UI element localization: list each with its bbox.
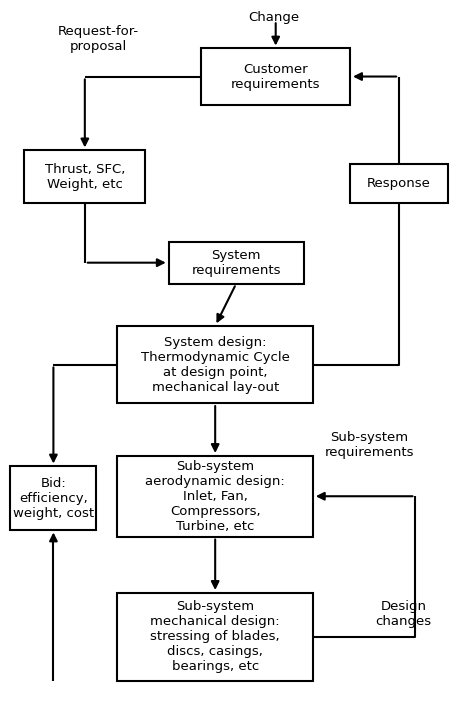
Text: Change: Change — [248, 11, 299, 24]
FancyBboxPatch shape — [169, 241, 304, 284]
Text: Thrust, SFC,
Weight, etc: Thrust, SFC, Weight, etc — [45, 163, 125, 190]
Text: Request-for-
proposal: Request-for- proposal — [58, 25, 139, 53]
FancyBboxPatch shape — [350, 164, 448, 203]
Text: System design:
Thermodynamic Cycle
at design point,
mechanical lay-out: System design: Thermodynamic Cycle at de… — [141, 336, 290, 394]
Text: Sub-system
mechanical design:
stressing of blades,
discs, casings,
bearings, etc: Sub-system mechanical design: stressing … — [150, 600, 280, 673]
FancyBboxPatch shape — [118, 456, 313, 537]
FancyBboxPatch shape — [10, 467, 97, 530]
Text: Customer
requirements: Customer requirements — [231, 62, 320, 91]
Text: System
requirements: System requirements — [191, 249, 281, 277]
FancyBboxPatch shape — [24, 150, 146, 203]
FancyBboxPatch shape — [118, 593, 313, 680]
FancyBboxPatch shape — [118, 326, 313, 403]
Text: Response: Response — [367, 177, 431, 190]
FancyBboxPatch shape — [201, 48, 350, 105]
Text: Bid:
efficiency,
weight, cost: Bid: efficiency, weight, cost — [13, 476, 94, 520]
Text: Sub-system
aerodynamic design:
Inlet, Fan,
Compressors,
Turbine, etc: Sub-system aerodynamic design: Inlet, Fa… — [146, 459, 285, 532]
Text: Design
changes: Design changes — [376, 600, 432, 628]
Text: Sub-system
requirements: Sub-system requirements — [325, 431, 414, 459]
